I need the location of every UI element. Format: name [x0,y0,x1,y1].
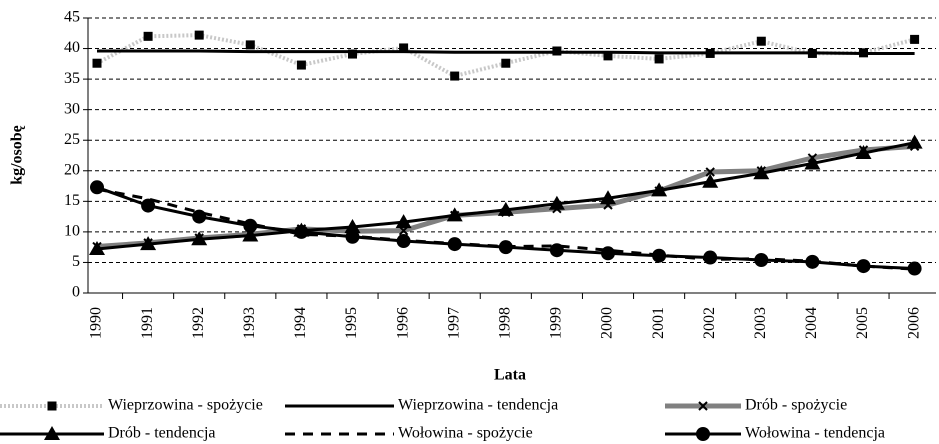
y-tick-label: 40 [64,39,80,56]
y-tick-label: 25 [64,131,80,148]
x-tick-label: 1992 [190,307,207,339]
marker [654,54,664,64]
marker [601,246,615,261]
marker [652,248,667,263]
marker [703,250,718,265]
marker [245,40,255,50]
marker [344,219,361,233]
marker [47,401,57,411]
marker [497,201,514,216]
x-tick-label: 1997 [445,307,462,339]
x-tick-label: 1995 [343,307,360,339]
marker [89,241,105,255]
y-tick-label: 35 [64,70,80,87]
x-tick-label: 1999 [548,307,565,339]
series-line [96,33,916,79]
x-tick-label: 1994 [292,307,309,339]
marker [549,243,564,258]
y-tick-label: 30 [64,100,80,117]
legend-label: Wołowina - tendencja [745,425,885,442]
x-tick-label: 1998 [496,307,513,339]
x-tick-label: 2002 [701,307,718,339]
y-tick-label: 5 [72,253,80,270]
x-tick-label: 2001 [650,307,667,339]
marker [194,30,204,40]
x-tick-label: 2000 [599,307,616,339]
marker [906,134,923,149]
marker [90,180,104,195]
marker [345,229,360,244]
x-tick-label: 2003 [752,307,769,339]
x-tick-label: 2004 [803,307,820,339]
marker [754,253,769,267]
marker [242,227,259,242]
y-tick-label: 0 [72,284,80,301]
marker [548,195,565,210]
marker [501,58,511,68]
x-tick-label: 1990 [88,307,105,339]
y-tick-label: 20 [64,161,80,178]
marker [702,173,719,188]
marker [399,43,409,53]
legend-label: Drób - spożycie [745,397,847,414]
marker [294,224,309,239]
marker [753,165,770,180]
marker [756,36,766,46]
marker [855,145,872,160]
marker [143,31,153,41]
series-line [96,141,915,251]
marker [140,236,157,251]
marker [191,231,208,246]
y-axis-label: kg/osobę [9,125,26,185]
marker [44,426,60,440]
series-line [97,49,915,55]
marker [395,214,412,229]
marker [603,51,613,61]
marker [447,237,462,252]
marker [651,182,668,197]
y-tick-label: 15 [64,192,80,209]
marker [698,401,708,411]
y-tick-label: 10 [64,223,80,240]
marker [498,240,513,255]
marker [446,207,463,222]
marker [910,34,920,44]
marker [396,234,411,249]
x-tick-label: 1993 [241,307,258,339]
series-line [96,185,915,271]
marker [296,60,306,70]
marker [600,190,616,205]
marker [705,167,715,177]
legend-label: Wieprzowina - spożycie [108,397,263,414]
marker [141,198,156,213]
x-tick-label: 2006 [905,307,922,339]
legend-label: Wołowina - spożycie [398,425,533,442]
x-tick-label: 1996 [394,307,411,339]
legend-label: Wieprzowina - tendencja [398,397,558,414]
legend-label: Drób - tendencja [108,425,216,442]
marker [192,209,207,224]
marker [856,259,871,274]
marker [243,218,258,233]
x-axis-label: Lata [494,367,526,384]
marker [805,254,820,269]
x-tick-label: 2005 [854,307,871,339]
marker [804,155,821,170]
marker [348,49,357,59]
marker [450,71,460,81]
marker [92,58,102,68]
x-tick-label: 1991 [139,307,156,339]
y-tick-label: 45 [64,9,80,26]
marker [696,427,710,441]
marker [907,261,922,276]
